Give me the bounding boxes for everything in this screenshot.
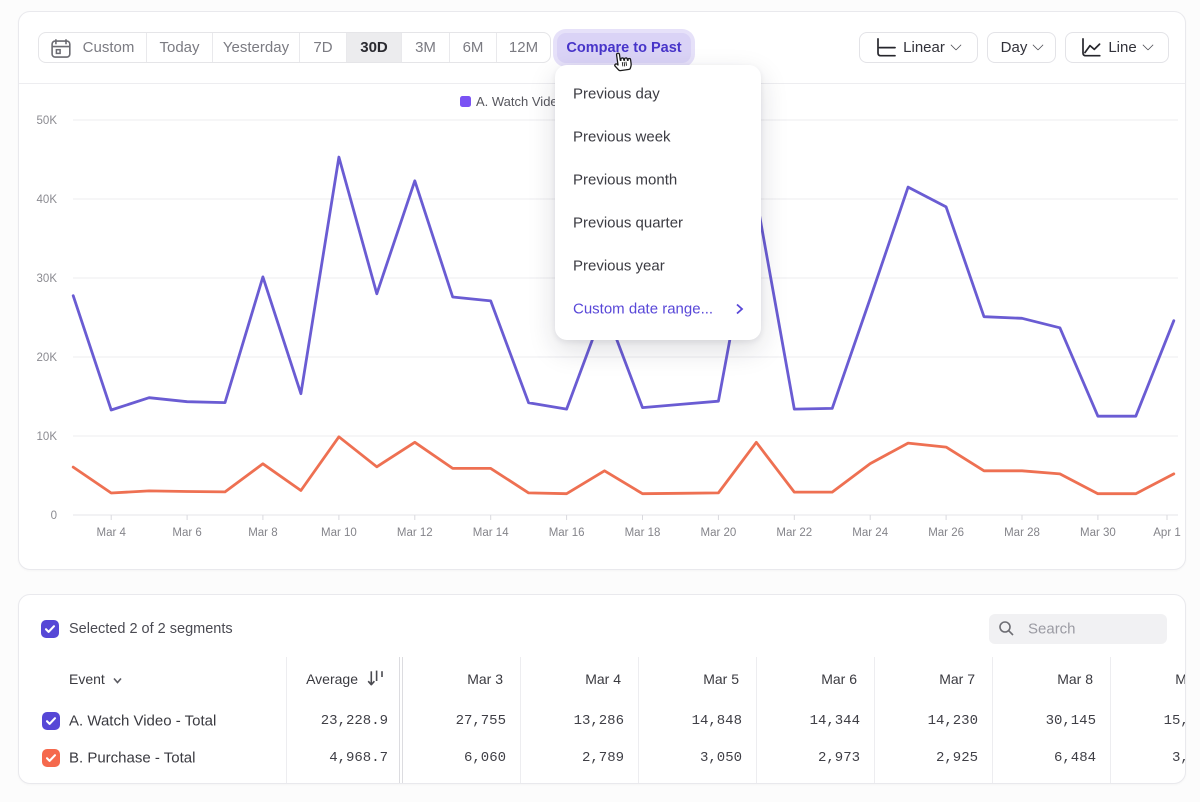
svg-text:Apr 1: Apr 1 (1153, 527, 1181, 539)
svg-text:10K: 10K (37, 431, 58, 443)
svg-text:Mar 16: Mar 16 (549, 527, 585, 539)
svg-text:Mar 4: Mar 4 (96, 527, 126, 539)
svg-text:Mar 24: Mar 24 (852, 527, 888, 539)
svg-text:Mar 20: Mar 20 (701, 527, 737, 539)
svg-text:Mar 14: Mar 14 (473, 527, 509, 539)
svg-text:Mar 18: Mar 18 (625, 527, 661, 539)
svg-text:30K: 30K (37, 273, 58, 285)
svg-text:Mar 6: Mar 6 (172, 527, 201, 539)
svg-text:Mar 26: Mar 26 (928, 527, 964, 539)
svg-text:Mar 12: Mar 12 (397, 527, 433, 539)
svg-text:50K: 50K (37, 115, 58, 127)
svg-text:Mar 30: Mar 30 (1080, 527, 1116, 539)
svg-text:Mar 10: Mar 10 (321, 527, 357, 539)
svg-text:Mar 22: Mar 22 (776, 527, 812, 539)
svg-text:40K: 40K (37, 194, 58, 206)
svg-text:20K: 20K (37, 352, 58, 364)
svg-text:Mar 8: Mar 8 (248, 527, 277, 539)
svg-text:Mar 28: Mar 28 (1004, 527, 1040, 539)
svg-text:0: 0 (51, 510, 57, 522)
